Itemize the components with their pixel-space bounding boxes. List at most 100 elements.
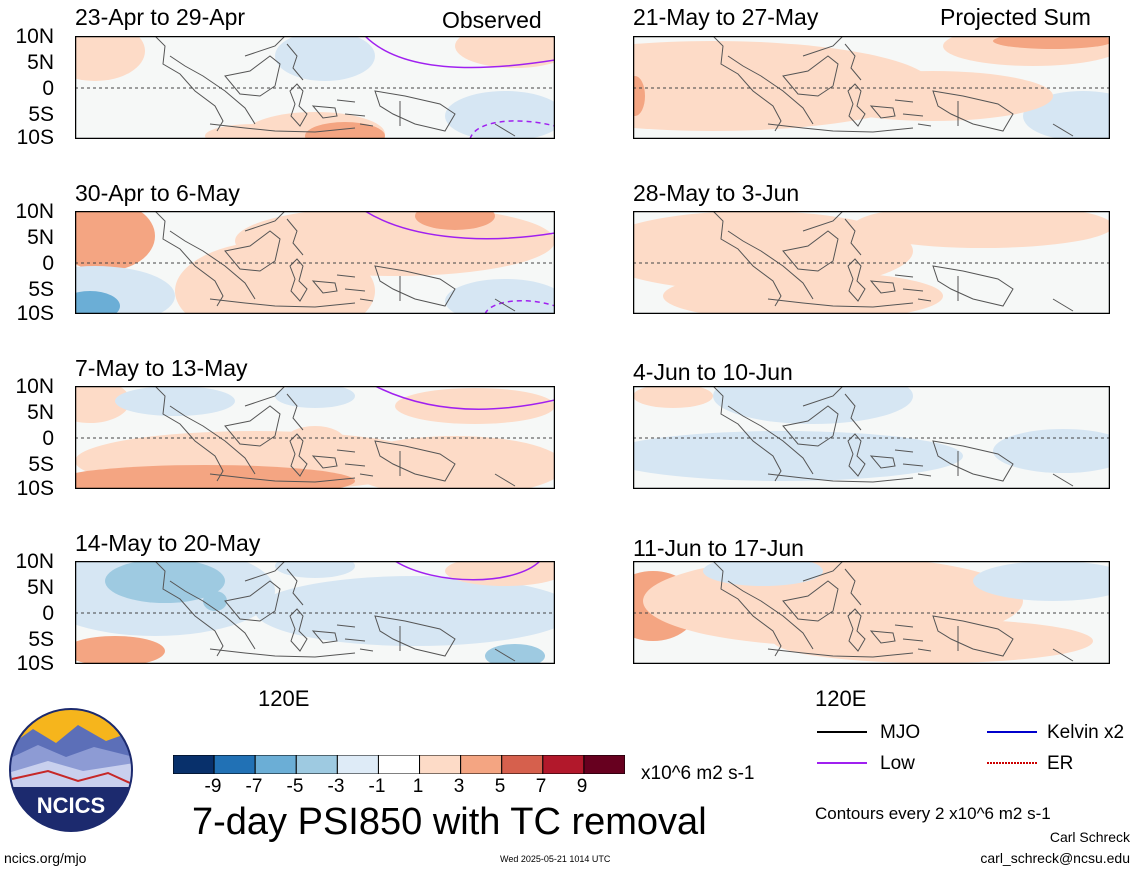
coastline [802, 211, 844, 232]
coastline [244, 211, 286, 232]
anomaly-shading [75, 291, 120, 314]
coastline [224, 230, 281, 272]
coastline [374, 90, 456, 132]
coastline [336, 274, 374, 302]
anomaly-shading [275, 36, 375, 81]
lon-label-right: 120E [815, 686, 867, 711]
coastline [727, 405, 814, 475]
author: Carl Schreck [1049, 829, 1130, 845]
colorbar-bin [213, 755, 256, 774]
panel-title: 28-May to 3-Jun [633, 180, 800, 206]
coastline [244, 36, 286, 57]
coastline [844, 43, 862, 81]
coastline [494, 298, 516, 312]
coastline [169, 55, 256, 125]
coastline [244, 386, 286, 407]
anomaly-shading [633, 431, 963, 481]
anomaly-shading [703, 561, 823, 586]
anomaly-shading [993, 36, 1110, 49]
coastline [289, 83, 308, 127]
coastline [289, 608, 308, 652]
map-panel-projected-2 [633, 211, 1110, 314]
coastline [727, 580, 814, 650]
panel-title: 7-May to 13-May [75, 355, 248, 381]
coastline [712, 386, 782, 482]
coastline [1052, 123, 1074, 137]
anomaly-shading [813, 71, 1053, 121]
map-panel-observed-2 [75, 211, 555, 314]
logo-text: NCICS [37, 793, 105, 818]
coastline [169, 580, 256, 650]
anomaly-shading [445, 279, 555, 314]
coastline [844, 568, 862, 606]
coastline [154, 36, 224, 132]
coastline [782, 405, 839, 447]
low-contour [374, 386, 555, 410]
coastline [932, 265, 1014, 307]
coastline [1052, 473, 1074, 487]
coastline [712, 561, 782, 657]
panel-title: 14-May to 20-May [75, 530, 261, 556]
anomaly-shading [285, 426, 345, 456]
coastline [224, 580, 281, 622]
colorbar-bin [254, 755, 297, 774]
coastline [782, 580, 839, 622]
anomaly-shading [713, 386, 913, 424]
colorbar-bin [419, 755, 462, 774]
site-link[interactable]: ncics.org/mjo [4, 850, 87, 866]
map-frame [633, 211, 1110, 314]
coastline [932, 440, 1014, 482]
map-panel-observed-3 [75, 386, 555, 489]
coastline [154, 211, 224, 307]
lon-label-left: 120E [258, 686, 310, 711]
anomaly-shading [345, 436, 555, 489]
author-email[interactable]: carl_schreck@ncsu.edu [980, 850, 1130, 866]
anomaly-shading [773, 619, 1093, 663]
anomaly-shading [415, 211, 495, 230]
map-frame [75, 561, 555, 664]
coastline [847, 258, 866, 302]
low-contour [364, 211, 555, 240]
ncics-logo: NCICS [9, 708, 133, 832]
coastline [767, 123, 914, 133]
map-panel-observed-1 [75, 36, 555, 139]
coastline [847, 83, 866, 127]
coastline [494, 648, 516, 662]
coastline [782, 230, 839, 272]
coastline [869, 455, 896, 469]
map-frame [633, 36, 1110, 139]
coastline [286, 568, 304, 606]
legend-mjo-label: MJO [880, 722, 921, 743]
coastline [286, 218, 304, 256]
coastline [289, 258, 308, 302]
projected-sum-label: Projected Sum [940, 4, 1091, 30]
colorbar-units: x10^6 m2 s-1 [641, 763, 755, 784]
coastline [286, 43, 304, 81]
coastline [1052, 648, 1074, 662]
legend-low-label: Low [880, 753, 915, 774]
anomaly-shading [993, 429, 1110, 473]
anomaly-shading [455, 36, 555, 68]
anomaly-shading [75, 465, 355, 489]
coastline [494, 123, 516, 137]
colorbar-bin [542, 755, 585, 774]
coastline [154, 561, 224, 657]
anomaly-shading [305, 122, 385, 139]
map-frame [75, 211, 555, 314]
anomaly-shading [275, 386, 355, 408]
map-panel-projected-1 [633, 36, 1110, 139]
coastline [286, 393, 304, 431]
anomaly-shading [853, 211, 1110, 248]
coastline [154, 386, 224, 482]
coastline [802, 386, 844, 407]
legend-kelvin-label: Kelvin x2 [1047, 722, 1125, 743]
coastline [374, 440, 456, 482]
coastline [894, 624, 932, 652]
coastline [209, 298, 356, 308]
panel-title: 23-Apr to 29-Apr [75, 4, 246, 30]
coastline [802, 561, 844, 582]
colorbar-bin [460, 755, 503, 774]
coastline [869, 280, 896, 294]
anomaly-shading [395, 388, 555, 424]
anomaly-shading [75, 36, 145, 81]
